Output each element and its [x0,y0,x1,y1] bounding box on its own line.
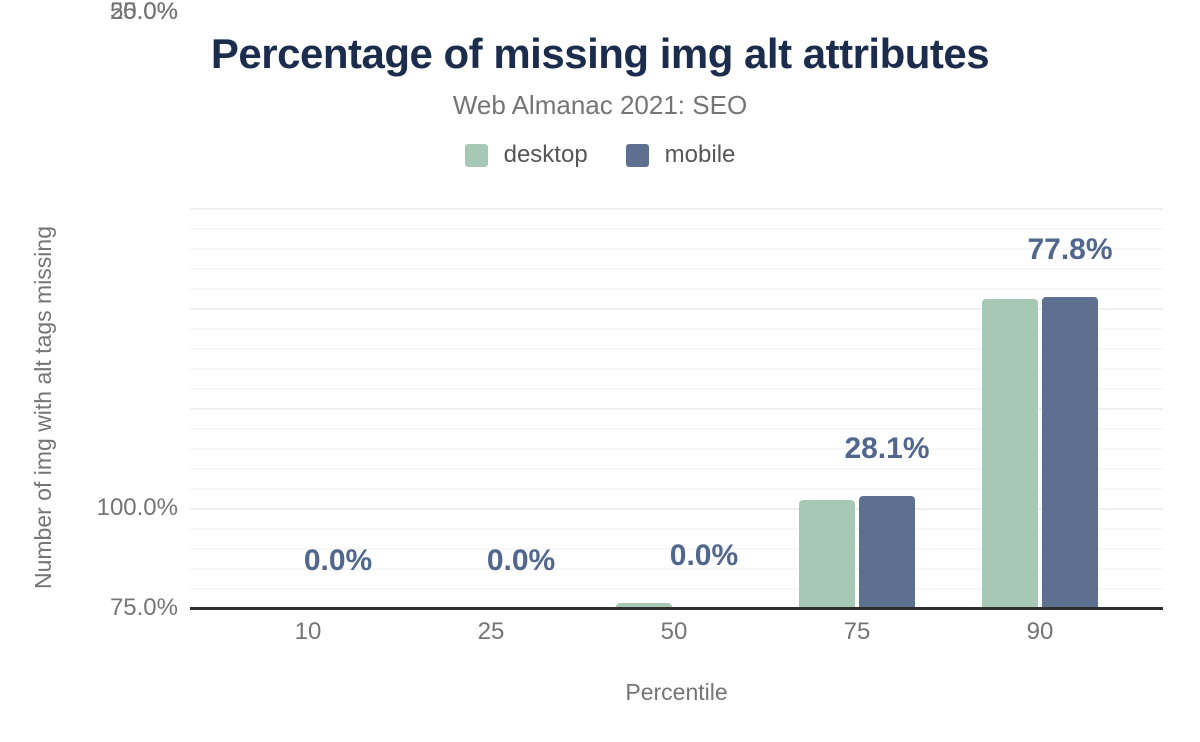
legend-label-mobile: mobile [664,141,736,168]
legend-label-desktop: desktop [503,141,588,168]
bar-group: 0.0% [431,208,555,608]
y-tick-label: 25.0% [109,0,178,25]
chart-subtitle: Web Almanac 2021: SEO [452,90,748,120]
desktop-bar[interactable] [615,603,672,608]
bar-group: 0.0% [614,208,738,608]
x-tick-label: 25 [477,618,505,645]
y-tick-label: 0.0% [123,0,178,25]
legend: desktop mobile [0,141,1200,169]
y-tick-label: 50.0% [109,0,178,25]
bar-group: 0.0% [248,208,372,608]
x-tick-label: 10 [294,618,322,645]
y-axis-title: Number of img with alt tags missing [29,226,56,590]
desktop-swatch-icon [464,143,488,167]
value-label: 0.0% [303,544,373,577]
y-tick-label: 100.0% [96,494,178,521]
x-tick-label: 75 [843,618,871,645]
value-label: 77.8% [1027,232,1113,266]
legend-item-desktop[interactable]: desktop [464,141,588,169]
bar-group: 77.8% [980,208,1113,608]
mobile-bar[interactable] [1042,296,1098,608]
mobile-swatch-icon [625,143,649,167]
value-label: 0.0% [486,544,556,577]
desktop-bar[interactable] [982,299,1038,608]
chart-title: Percentage of missing img alt attributes [210,30,990,77]
legend-item-mobile[interactable]: mobile [625,141,736,169]
x-axis-line [190,607,1163,610]
value-label: 0.0% [669,539,739,573]
x-axis-title: Percentile [625,679,728,705]
desktop-bar[interactable] [798,500,855,608]
x-tick-label: 50 [660,618,688,645]
value-label: 28.1% [844,431,930,465]
bar-group: 28.1% [797,208,930,608]
x-tick-label: 90 [1026,618,1054,645]
plot-area: 0.0% 0.0% 0.0% 28.1% 77.8% [190,208,1163,610]
x-axis-ticks: 10 25 50 75 90 [190,618,1163,645]
y-tick-label: 75.0% [109,594,178,621]
mobile-bar[interactable] [858,495,915,608]
